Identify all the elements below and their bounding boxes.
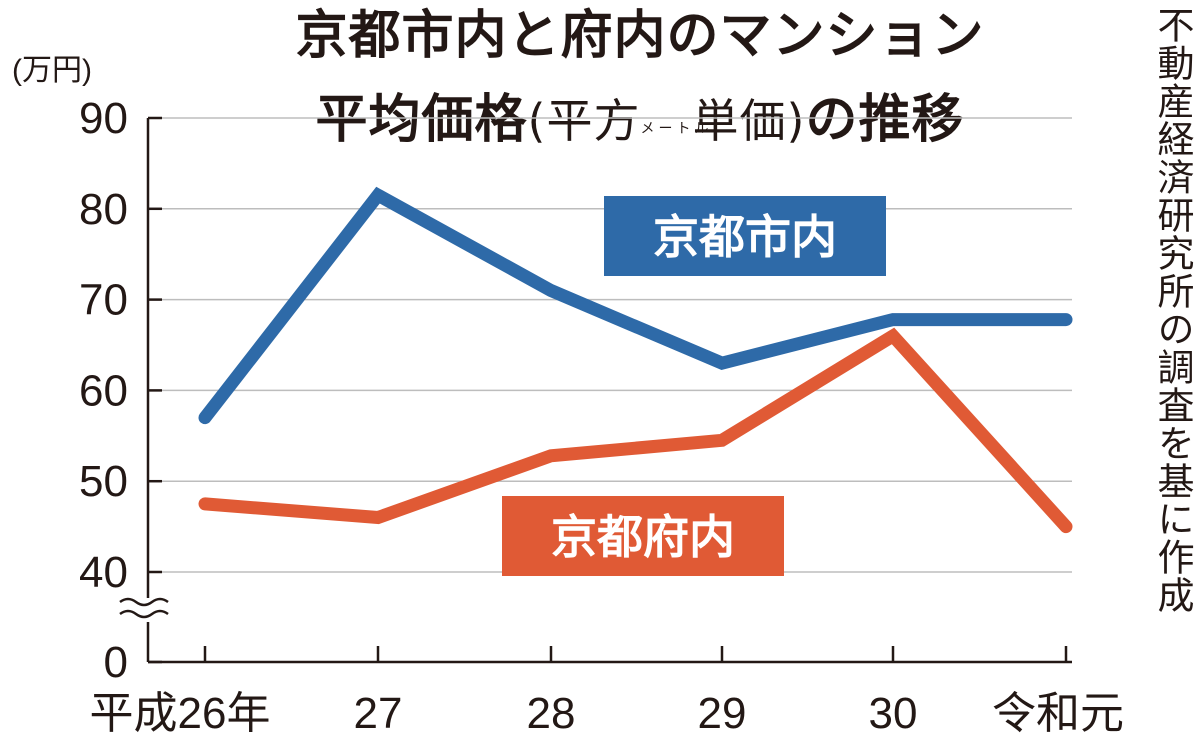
chart-title-line1: 京都市内と府内のマンション xyxy=(295,6,985,66)
y-tick-label-80: 80 xyxy=(79,185,128,234)
y-tick-label-60: 60 xyxy=(79,366,128,415)
title-main: 平均価格 xyxy=(315,90,528,150)
series-label-box-1 xyxy=(502,496,784,576)
y-tick-label-50: 50 xyxy=(79,457,128,506)
y-axis-unit: (万円) xyxy=(12,54,92,87)
series-label-1: 京都府内 xyxy=(551,510,735,564)
chart-title-line2: 平均価格(平方メートル単価)の推移 xyxy=(200,90,1080,151)
title-paren-close: ) xyxy=(786,94,806,148)
y-tick-label-40: 40 xyxy=(79,548,128,597)
title-ruby: メートル xyxy=(640,121,713,137)
series-line-kyoto-pref xyxy=(198,327,1073,534)
x-tick-label-2: 28 xyxy=(527,689,576,738)
axis-break-mark-bottom xyxy=(119,609,169,619)
x-tick-label-1: 27 xyxy=(354,689,403,738)
x-tick-label-3: 29 xyxy=(698,689,747,738)
y-tick-label-0: 0 xyxy=(104,638,128,687)
title-paren-open: ( xyxy=(527,94,547,148)
x-tick-label-4: 30 xyxy=(869,689,918,738)
title-paren-a: 平方 xyxy=(546,94,641,148)
series-line-kyoto-city xyxy=(198,186,1073,425)
title-paren-b: 単価 xyxy=(692,94,787,148)
x-tick-label-5: 令和元 xyxy=(992,689,1124,738)
title-tail: の推移 xyxy=(805,90,965,150)
y-tick-label-90: 90 xyxy=(79,94,128,143)
y-tick-label-70: 70 xyxy=(79,276,128,325)
source-note: 不動産経済研究所の調査を基に作成 xyxy=(1151,6,1194,614)
series-label-0: 京都市内 xyxy=(653,210,837,264)
x-tick-label-0: 平成26年 xyxy=(90,689,271,738)
axis-break-mark-top xyxy=(119,597,169,607)
series-label-box-0 xyxy=(604,196,886,276)
